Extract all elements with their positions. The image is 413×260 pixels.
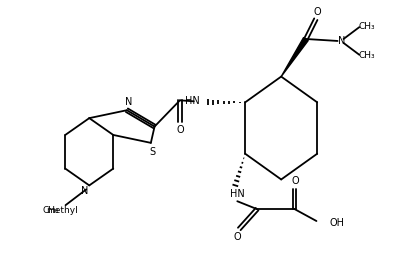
Text: OH: OH xyxy=(328,218,344,228)
Text: CH₃: CH₃ xyxy=(358,51,375,60)
Text: N: N xyxy=(125,97,132,107)
Text: O: O xyxy=(291,177,299,186)
Text: S: S xyxy=(150,147,156,157)
Text: O: O xyxy=(233,232,240,242)
Text: HN: HN xyxy=(185,96,199,106)
Text: O: O xyxy=(312,7,320,17)
Text: N: N xyxy=(337,36,344,46)
Polygon shape xyxy=(280,37,308,77)
Text: N: N xyxy=(81,186,88,196)
Text: HN: HN xyxy=(229,189,244,199)
Text: methyl: methyl xyxy=(45,206,77,215)
Text: CH₃: CH₃ xyxy=(358,22,375,31)
Text: CH₃: CH₃ xyxy=(43,206,59,215)
Text: O: O xyxy=(176,125,183,135)
